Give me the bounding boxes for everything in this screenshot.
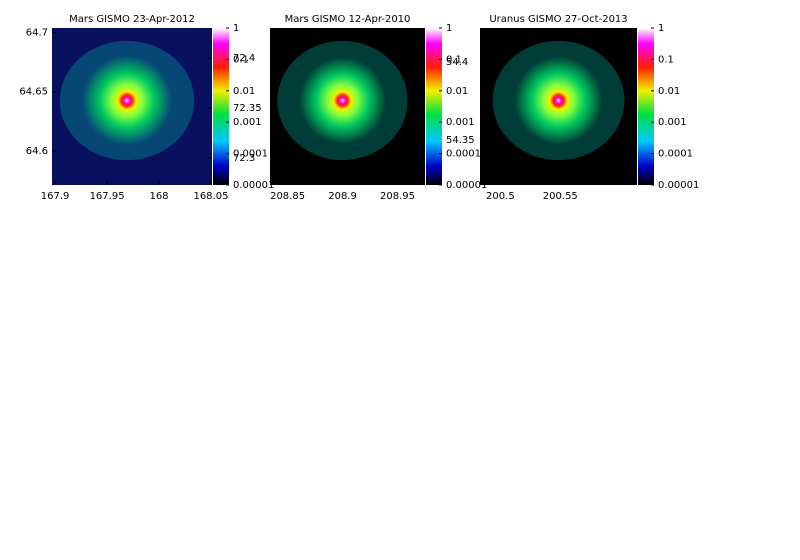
x-tick-label: 200.5: [486, 191, 515, 202]
x-tick-label: 208.85: [270, 191, 305, 202]
beam-core: [514, 56, 603, 145]
colorbar-tick-label: 0.0001: [233, 149, 268, 160]
colorbar-tick-label: 1: [233, 23, 239, 34]
x-tick-label: 168: [149, 191, 168, 202]
panel-title: Mars GISMO 12-Apr-2010: [285, 14, 411, 25]
y2-tick-label: 72.3: [233, 153, 255, 164]
colorbar-tick-label: 0.1: [233, 54, 249, 65]
colorbar-tick-label: 0.01: [658, 86, 680, 97]
x-tick-label: 167.9: [41, 191, 70, 202]
colorbar-tick-label: 1: [446, 23, 452, 34]
colorbar-tick-label: 0.001: [446, 117, 475, 128]
panel-title: Uranus GISMO 27-Oct-2013: [489, 14, 627, 25]
colorbar-tick-label: 0.00001: [658, 180, 699, 191]
colorbar-tick-label: 0.0001: [446, 149, 481, 160]
colorbar-tick-label: 0.0001: [658, 149, 693, 160]
colorbar: [213, 28, 229, 185]
y-tick-label: 64.6: [26, 146, 48, 157]
colorbar-tick-label: 1: [658, 23, 664, 34]
beam-core: [299, 57, 386, 144]
x-tick-label: 167.95: [90, 191, 125, 202]
beam-core: [82, 55, 172, 146]
colorbar-tick-label: 0.01: [233, 86, 255, 97]
x-tick-label: 208.9: [328, 191, 357, 202]
x-tick-label: 200.55: [543, 191, 578, 202]
y2-tick-label: 72.35: [233, 103, 262, 114]
colorbar-tick-label: 0.001: [233, 117, 262, 128]
colorbar-tick-label: 0.1: [658, 54, 674, 65]
colorbar-tick-label: 0.00001: [233, 180, 274, 191]
y2-tick-label: 54.4: [446, 57, 468, 68]
y2-tick-label: 54.35: [446, 135, 475, 146]
y-tick-label: 64.7: [26, 28, 48, 39]
colorbar: [426, 28, 442, 185]
colorbar-tick-label: 0.01: [446, 86, 468, 97]
y-tick-label: 64.65: [19, 87, 48, 98]
x-tick-label: 208.95: [380, 191, 415, 202]
colorbar-tick-label: 0.001: [658, 117, 687, 128]
panel-title: Mars GISMO 23-Apr-2012: [69, 14, 195, 25]
colorbar-tick-label: 0.1: [446, 54, 462, 65]
colorbar: [638, 28, 654, 185]
y2-tick-label: 72.4: [233, 53, 255, 64]
colorbar-tick-label: 0.00001: [446, 180, 487, 191]
x-tick-label: 168.05: [193, 191, 228, 202]
